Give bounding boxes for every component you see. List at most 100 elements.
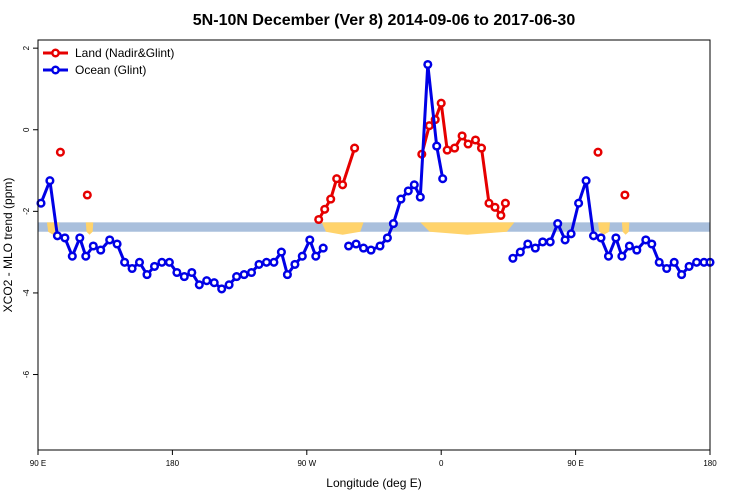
ocean-point-0-8 xyxy=(96,245,106,255)
land-point-3-1 xyxy=(424,121,434,131)
ocean-point-2-4 xyxy=(538,237,548,247)
x-tick-label-3: 0 xyxy=(439,459,444,468)
zonal-band xyxy=(38,222,710,232)
land-point-2-4 xyxy=(338,180,348,190)
series-ocean xyxy=(36,59,715,294)
land-point-2-1 xyxy=(320,204,330,214)
ocean-point-0-30 xyxy=(261,257,272,267)
ocean-point-2-18 xyxy=(641,235,651,245)
legend-land-marker xyxy=(51,48,60,58)
ocean-point-2-5 xyxy=(545,237,555,247)
ocean-point-0-19 xyxy=(179,272,189,282)
ocean-point-0-24 xyxy=(217,284,227,294)
legend-ocean-label: Ocean (Glint) xyxy=(75,63,146,77)
land-patch-4 xyxy=(598,222,610,235)
ocean-point-2-8 xyxy=(566,229,576,239)
x-axis-label: Longitude (deg E) xyxy=(326,476,421,490)
land-patch-3 xyxy=(420,222,515,235)
ocean-point-1-13 xyxy=(438,174,448,184)
y-tick-label-0: 2 xyxy=(22,45,31,50)
ocean-point-1-8 xyxy=(403,186,413,196)
y-tick-label-4: -6 xyxy=(22,370,31,378)
ocean-point-0-18 xyxy=(172,267,182,278)
ocean-point-0-22 xyxy=(202,276,212,286)
ocean-point-0-35 xyxy=(297,251,307,261)
ocean-point-2-25 xyxy=(692,257,702,267)
ocean-point-0-5 xyxy=(75,233,85,243)
ocean-point-0-16 xyxy=(157,257,167,267)
series-land xyxy=(55,98,630,225)
ocean-point-2-14 xyxy=(611,233,621,243)
ocean-point-1-3 xyxy=(366,245,376,255)
ocean-point-1-6 xyxy=(388,219,398,229)
land-point-3-8 xyxy=(470,135,481,145)
ocean-point-1-11 xyxy=(423,59,433,70)
x-tick-label-1: 180 xyxy=(166,459,180,468)
ocean-point-0-23 xyxy=(209,278,219,288)
ocean-point-1-4 xyxy=(375,241,385,251)
ocean-point-1-2 xyxy=(358,243,369,253)
ocean-point-2-20 xyxy=(654,257,664,267)
land-point-3-6 xyxy=(457,131,467,141)
ocean-point-0-21 xyxy=(194,280,204,290)
land-patch-1 xyxy=(85,222,94,235)
plot-frame xyxy=(37,39,711,451)
y-axis-label: XCO2 - MLO trend (ppm) xyxy=(1,178,15,313)
ocean-point-2-22 xyxy=(669,257,679,267)
ocean-point-0-14 xyxy=(142,270,152,280)
x-tick-label-5: 180 xyxy=(703,459,717,468)
land-point-0-0 xyxy=(55,147,65,157)
land-point-4-0 xyxy=(593,147,603,157)
ocean-point-0-11 xyxy=(120,257,130,267)
ocean-point-2-15 xyxy=(617,251,627,261)
land-point-3-10 xyxy=(484,198,494,208)
ocean-point-2-13 xyxy=(603,251,614,261)
y-tick-label-2: -2 xyxy=(22,207,31,215)
ocean-point-2-21 xyxy=(662,263,672,274)
x-tick-label-2: 90 W xyxy=(297,459,316,468)
land-point-1-0 xyxy=(82,190,92,200)
land-point-3-4 xyxy=(442,145,452,155)
ocean-point-0-10 xyxy=(112,239,122,249)
land-patch-2 xyxy=(321,222,364,235)
ocean-point-0-20 xyxy=(187,267,197,278)
ocean-point-0-25 xyxy=(224,280,234,290)
ocean-point-0-36 xyxy=(305,235,315,245)
land-point-3-5 xyxy=(450,143,460,153)
ocean-point-0-3 xyxy=(60,233,70,243)
x-tick-label-0: 90 E xyxy=(30,459,46,468)
ocean-point-2-12 xyxy=(596,233,606,243)
ocean-point-2-23 xyxy=(677,270,687,280)
ocean-point-0-26 xyxy=(232,272,242,282)
ocean-point-2-2 xyxy=(523,239,533,249)
ocean-point-2-6 xyxy=(553,219,563,229)
ocean-point-0-7 xyxy=(88,241,98,251)
land-point-2-5 xyxy=(350,143,360,153)
ocean-point-0-29 xyxy=(254,259,264,269)
land-point-3-9 xyxy=(476,143,487,153)
land-point-3-12 xyxy=(496,210,506,220)
x-tick-label-4: 90 E xyxy=(567,459,583,468)
ocean-point-0-9 xyxy=(105,235,115,245)
ocean-point-0-2 xyxy=(52,231,62,241)
ocean-point-0-13 xyxy=(134,257,145,267)
ocean-point-2-19 xyxy=(647,239,657,249)
ocean-point-1-7 xyxy=(396,194,406,204)
ocean-point-0-4 xyxy=(67,251,77,261)
ocean-point-1-9 xyxy=(409,180,419,190)
ocean-point-1-0 xyxy=(344,241,354,251)
land-point-2-2 xyxy=(326,194,336,204)
ocean-point-2-1 xyxy=(515,247,525,257)
land-point-2-0 xyxy=(314,214,324,225)
ocean-point-0-0 xyxy=(36,198,46,208)
ocean-point-1-5 xyxy=(382,233,392,243)
legend: Land (Nadir&Glint) Ocean (Glint) xyxy=(43,46,174,77)
y-tick-label-1: 0 xyxy=(22,127,31,132)
land-point-5-0 xyxy=(620,190,630,200)
ocean-point-0-31 xyxy=(269,257,279,267)
ocean-point-2-7 xyxy=(560,235,570,245)
ocean-point-0-38 xyxy=(318,243,328,253)
ocean-point-2-9 xyxy=(574,198,584,208)
ocean-point-2-10 xyxy=(581,176,591,186)
